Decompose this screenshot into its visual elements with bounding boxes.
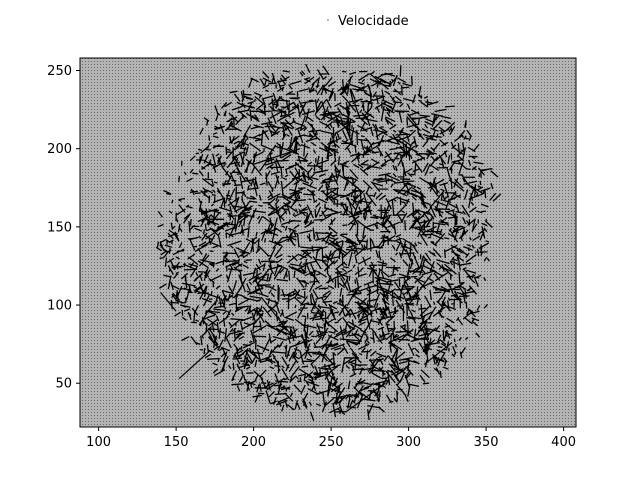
y-tick-label: 100 xyxy=(47,299,72,314)
y-tick-label: 250 xyxy=(47,64,72,79)
velocity-vector xyxy=(178,349,211,379)
x-tick-label: 300 xyxy=(396,435,421,450)
y-axis: 50 100 150 200 250 xyxy=(47,64,80,392)
velocity-vector xyxy=(369,73,389,90)
x-axis: 100 150 200 250 300 350 400 xyxy=(86,427,576,450)
velocity-vector xyxy=(346,382,386,412)
y-tick-label: 200 xyxy=(47,142,72,157)
velocity-vector xyxy=(408,273,433,306)
x-tick-label: 200 xyxy=(241,435,266,450)
plot-frame xyxy=(79,57,577,428)
y-tick-label: 50 xyxy=(55,377,72,392)
velocity-vector xyxy=(206,221,231,239)
x-tick-label: 250 xyxy=(319,435,344,450)
x-tick-label: 100 xyxy=(86,435,111,450)
x-tick-label: 150 xyxy=(164,435,189,450)
velocity-vector xyxy=(630,105,640,118)
vector-cluster xyxy=(155,63,502,421)
legend-marker xyxy=(327,19,329,21)
x-tick-label: 400 xyxy=(551,435,576,450)
velocity-vector xyxy=(253,148,301,165)
velocity-vector xyxy=(160,292,177,312)
velocity-vector-field xyxy=(155,63,640,421)
x-tick-label: 350 xyxy=(474,435,499,450)
y-tick-label: 150 xyxy=(47,220,72,235)
velocity-vector xyxy=(260,296,293,337)
legend-label-velocidade: Velocidade xyxy=(338,14,409,29)
legend: Velocidade xyxy=(327,14,409,29)
velocity-vector xyxy=(423,342,453,365)
